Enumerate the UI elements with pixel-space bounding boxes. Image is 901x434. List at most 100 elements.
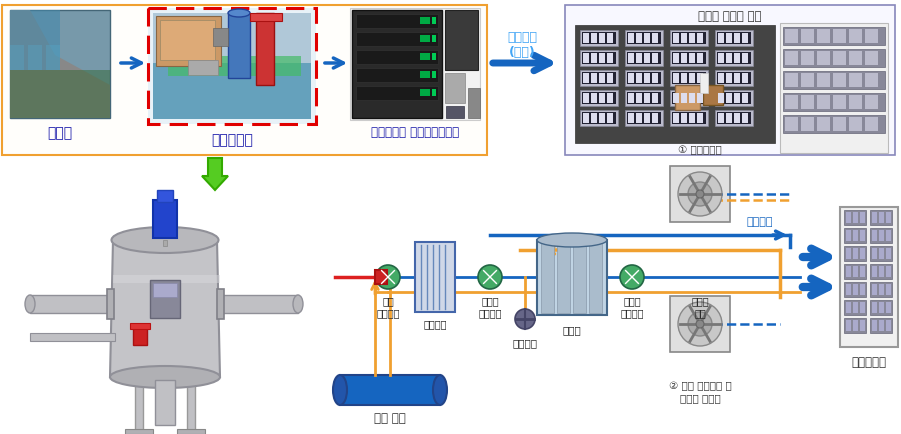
Bar bbox=[670, 90, 708, 106]
Bar bbox=[256, 13, 274, 85]
Bar bbox=[844, 228, 866, 243]
Bar bbox=[846, 248, 851, 259]
Circle shape bbox=[376, 265, 400, 289]
Bar bbox=[652, 73, 658, 83]
Bar bbox=[420, 89, 430, 96]
Bar bbox=[583, 73, 589, 83]
Bar bbox=[582, 72, 616, 84]
Text: 수열원: 수열원 bbox=[48, 126, 73, 140]
Bar bbox=[153, 13, 311, 119]
Bar bbox=[817, 29, 830, 43]
Bar bbox=[583, 93, 589, 103]
Bar bbox=[157, 190, 173, 202]
Bar bbox=[715, 90, 753, 106]
Bar bbox=[537, 240, 607, 315]
Text: 인터넷 데이터 센터: 인터넷 데이터 센터 bbox=[698, 10, 761, 23]
Bar bbox=[673, 93, 679, 103]
Bar bbox=[135, 380, 143, 432]
Bar bbox=[726, 33, 732, 43]
Bar bbox=[872, 212, 877, 223]
Bar bbox=[801, 51, 814, 65]
Bar bbox=[742, 73, 748, 83]
Bar bbox=[673, 113, 679, 123]
Polygon shape bbox=[110, 240, 220, 377]
Bar bbox=[879, 284, 884, 295]
Bar bbox=[717, 92, 751, 104]
Bar bbox=[872, 248, 877, 259]
Bar bbox=[415, 242, 455, 312]
Bar bbox=[148, 8, 316, 124]
Bar bbox=[607, 93, 613, 103]
Bar bbox=[644, 33, 650, 43]
Bar bbox=[742, 33, 748, 43]
Bar bbox=[870, 228, 892, 243]
Bar bbox=[780, 23, 888, 153]
Bar bbox=[591, 33, 597, 43]
Bar bbox=[446, 106, 464, 118]
Bar bbox=[350, 8, 480, 120]
Circle shape bbox=[478, 265, 502, 289]
Ellipse shape bbox=[228, 9, 250, 17]
Bar bbox=[886, 230, 891, 241]
Bar bbox=[718, 73, 724, 83]
Bar bbox=[217, 289, 224, 319]
Bar bbox=[853, 212, 858, 223]
Bar bbox=[636, 53, 642, 63]
Bar bbox=[833, 117, 846, 131]
Bar bbox=[627, 92, 661, 104]
Bar bbox=[375, 270, 387, 284]
Bar bbox=[718, 93, 724, 103]
Bar bbox=[870, 318, 892, 333]
Ellipse shape bbox=[110, 366, 220, 388]
Bar bbox=[432, 71, 436, 78]
Bar bbox=[853, 302, 858, 313]
Bar bbox=[582, 32, 616, 44]
Bar bbox=[627, 72, 661, 84]
Bar bbox=[10, 10, 110, 118]
Bar bbox=[420, 35, 430, 42]
Bar bbox=[155, 380, 175, 425]
Bar bbox=[718, 113, 724, 123]
Bar bbox=[870, 300, 892, 315]
Bar bbox=[879, 230, 884, 241]
Bar bbox=[670, 296, 730, 352]
Bar bbox=[844, 264, 866, 279]
Bar bbox=[46, 45, 60, 70]
Bar bbox=[607, 53, 613, 63]
Bar bbox=[870, 210, 892, 225]
Bar bbox=[607, 73, 613, 83]
Bar bbox=[689, 73, 695, 83]
Bar bbox=[652, 113, 658, 123]
Bar bbox=[156, 16, 221, 66]
Bar bbox=[625, 90, 663, 106]
Bar bbox=[833, 95, 846, 109]
Bar bbox=[468, 88, 480, 118]
Bar bbox=[599, 73, 605, 83]
Bar bbox=[356, 32, 438, 46]
Bar bbox=[846, 302, 851, 313]
Bar bbox=[697, 93, 703, 103]
Bar bbox=[627, 32, 661, 44]
Bar bbox=[10, 10, 60, 70]
Bar bbox=[785, 51, 798, 65]
Bar bbox=[599, 53, 605, 63]
Bar bbox=[849, 73, 862, 87]
Bar bbox=[187, 380, 195, 432]
Bar bbox=[853, 248, 858, 259]
Bar bbox=[681, 33, 687, 43]
Bar bbox=[783, 115, 885, 133]
Bar bbox=[865, 29, 878, 43]
Bar bbox=[356, 14, 438, 28]
Bar bbox=[844, 318, 866, 333]
Bar bbox=[886, 320, 891, 331]
Bar bbox=[865, 73, 878, 87]
Circle shape bbox=[678, 172, 722, 216]
Bar bbox=[697, 53, 703, 63]
Bar bbox=[575, 25, 775, 143]
Bar bbox=[591, 73, 597, 83]
Bar bbox=[153, 200, 177, 238]
Circle shape bbox=[678, 302, 722, 346]
Bar bbox=[860, 302, 865, 313]
Bar bbox=[785, 95, 798, 109]
Bar bbox=[628, 113, 634, 123]
